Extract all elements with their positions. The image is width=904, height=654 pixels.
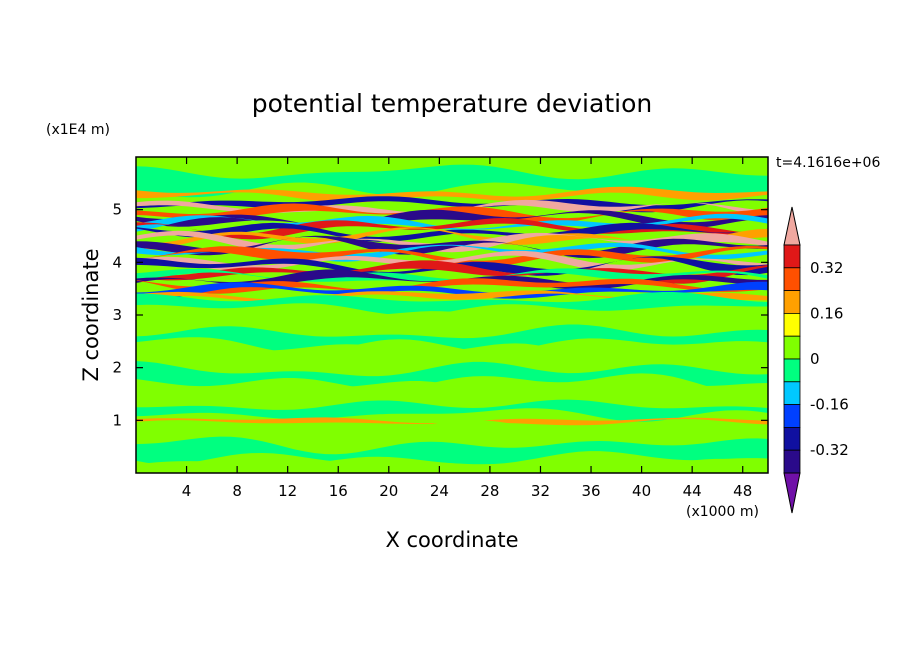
x-tick-label: 36 xyxy=(581,482,600,500)
colorbar-label: -0.16 xyxy=(810,396,849,414)
contour-band xyxy=(136,186,768,203)
colorbar-label: -0.32 xyxy=(810,441,849,459)
colorbar-box xyxy=(783,404,801,428)
colorbar-box xyxy=(783,290,801,314)
x-tick-label: 44 xyxy=(683,482,702,500)
colorbar-label: 0.32 xyxy=(810,259,843,277)
y-tick-label: 3 xyxy=(112,306,122,324)
colorbar-box xyxy=(783,358,801,383)
y-axis-title: Z coordinate xyxy=(79,248,103,381)
x-tick-label: 32 xyxy=(531,482,550,500)
colorbar-over-triangle xyxy=(783,206,801,246)
y-tick-label: 5 xyxy=(112,201,122,219)
plot-area xyxy=(136,157,768,473)
contour-band xyxy=(136,399,768,422)
contour-band xyxy=(136,343,768,374)
x-tick-label: 28 xyxy=(480,482,499,500)
y-unit-label: (x1E4 m) xyxy=(46,122,110,138)
x-unit-label: (x1000 m) xyxy=(686,504,759,520)
contour-band xyxy=(136,419,768,449)
x-tick-label: 16 xyxy=(329,482,348,500)
contour-band xyxy=(136,250,768,272)
chart-title: potential temperature deviation xyxy=(252,89,652,118)
contour-band xyxy=(136,381,768,409)
contour-band xyxy=(136,436,768,465)
colorbar-box xyxy=(783,267,801,291)
contour-band xyxy=(136,260,768,284)
x-tick-label: 24 xyxy=(430,482,449,500)
x-tick-label: 48 xyxy=(733,482,752,500)
time-label: t=4.1616e+06 xyxy=(776,155,880,171)
contour-band xyxy=(136,268,768,282)
y-tick-label: 2 xyxy=(112,359,122,377)
contour-bands xyxy=(136,157,768,473)
y-axis-ticks: 1 2 3 4 5 xyxy=(112,201,768,429)
contour-band xyxy=(136,292,768,316)
colorbar-box xyxy=(783,312,801,337)
x-tick-label: 8 xyxy=(232,482,242,500)
x-tick-label: 20 xyxy=(379,482,398,500)
y-tick-label: 4 xyxy=(112,253,122,271)
colorbar-label: 0.16 xyxy=(810,304,843,322)
contour-band xyxy=(136,324,768,354)
colorbar-box xyxy=(783,426,801,451)
x-tick-label: 4 xyxy=(182,482,192,500)
colorbar-label: 0 xyxy=(810,350,820,368)
contour-band xyxy=(136,361,768,393)
colorbar: 0.32 0.16 0 -0.16 -0.32 xyxy=(783,206,849,514)
colorbar-under-triangle xyxy=(783,472,801,514)
x-tick-label: 12 xyxy=(278,482,297,500)
contour-band xyxy=(136,278,768,294)
y-tick-label: 1 xyxy=(112,411,122,429)
contour-band xyxy=(136,230,768,253)
contour-band xyxy=(136,417,768,426)
contour-band xyxy=(136,209,768,229)
colorbar-box xyxy=(783,335,801,360)
colorbar-box xyxy=(783,381,801,405)
x-tick-label: 40 xyxy=(632,482,651,500)
contour-band xyxy=(136,269,768,290)
contour-band xyxy=(136,281,768,299)
colorbar-box xyxy=(783,244,801,269)
x-axis-title: X coordinate xyxy=(385,528,518,552)
colorbar-box xyxy=(783,449,801,474)
x-axis-ticks: 4 8 12 16 20 24 28 32 36 40 44 48 xyxy=(182,157,752,500)
contour-band xyxy=(136,456,768,473)
